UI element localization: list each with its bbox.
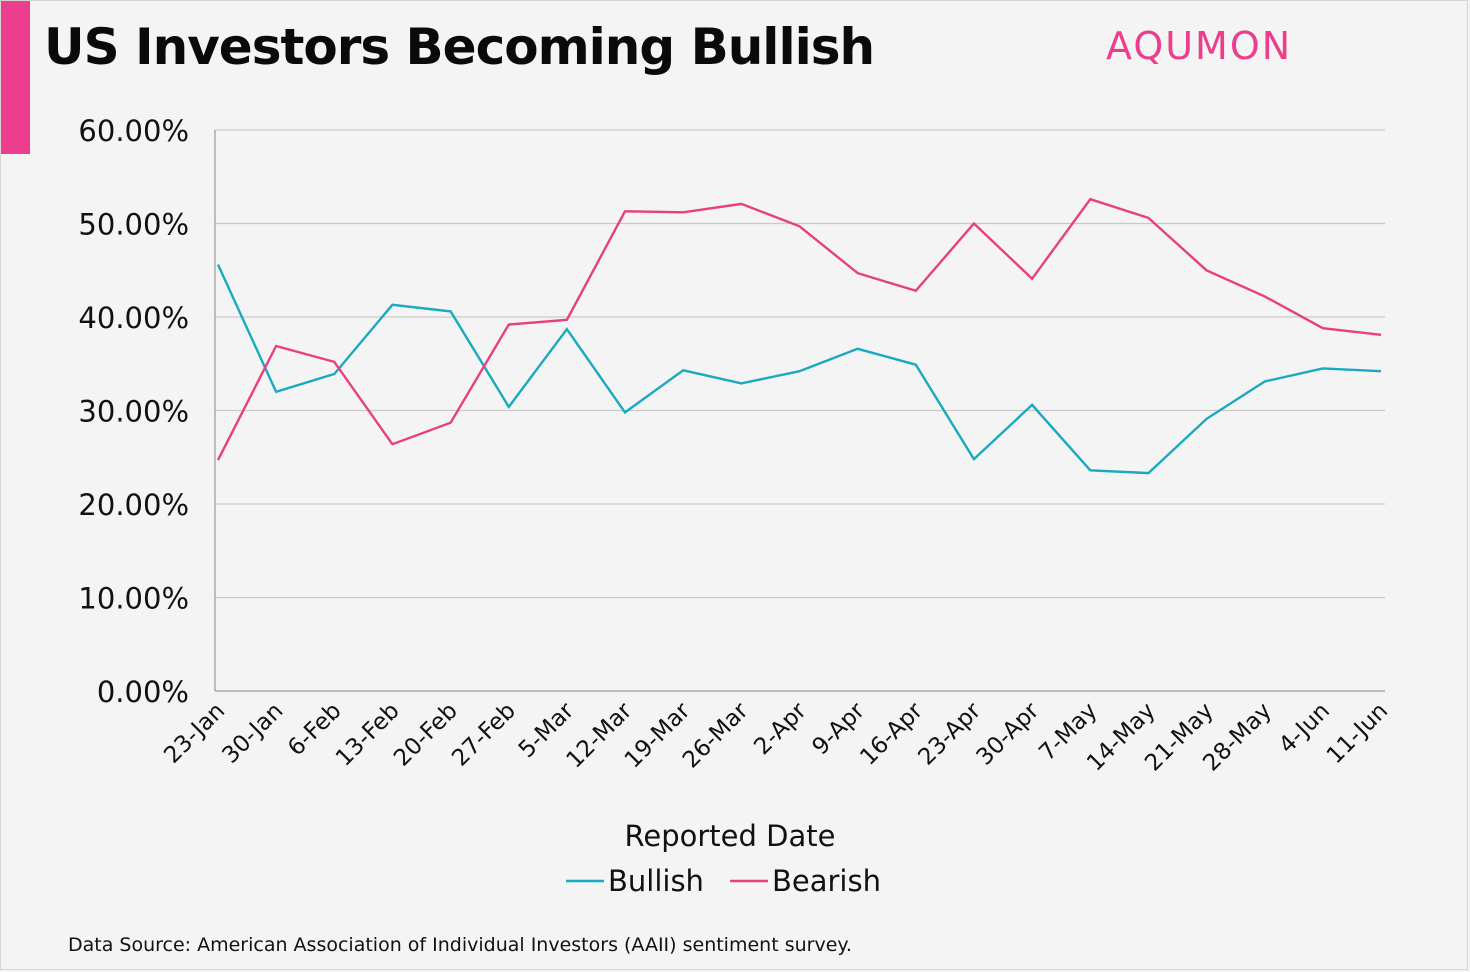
x-tick-label: 11-Jun [1322,698,1393,769]
x-tick-label: 30-Apr [972,697,1045,770]
y-axis-ticks: 0.00% 10.00% 20.00% 30.00% 40.00% 50.00% 60.00… [78,114,189,709]
data-source-note: Data Source: American Association of Ind… [68,934,852,956]
y-tick-label: 20.00% [78,488,189,522]
axes [214,130,1385,692]
series-line-bearish [216,197,1382,461]
x-axis-label: Reported Date [625,819,836,853]
accent-bar [0,0,30,154]
chart-title: US Investors Becoming Bullish [44,18,875,76]
y-tick-label: 10.00% [78,582,189,616]
brand-logo: AQUMON [1106,24,1293,68]
legend-label-bearish[interactable]: Bearish [772,864,881,898]
x-tick-label: 27-Feb [447,698,521,772]
series-line-bullish [216,264,1382,475]
x-tick-label: 26-Mar [678,697,754,773]
x-tick-label: 23-Apr [913,697,986,770]
x-axis-ticks: 23-Jan30-Jan6-Feb13-Feb20-Feb27-Feb5-Mar… [159,697,1393,776]
x-tick-label: 16-Apr [855,697,928,770]
x-tick-label: 30-Jan [217,698,288,769]
legend-label-bullish[interactable]: Bullish [608,864,704,898]
x-tick-label: 13-Feb [331,698,405,772]
y-tick-label: 50.00% [78,208,189,242]
gridlines [215,129,1385,599]
legend: Bullish Bearish [566,864,881,898]
y-tick-label: 60.00% [78,114,189,148]
series-lines [216,197,1382,475]
y-tick-label: 40.00% [78,301,189,335]
y-tick-label: 30.00% [78,395,189,429]
y-tick-label: 0.00% [97,675,189,709]
x-tick-label: 2-Apr [749,697,812,760]
x-tick-label: 20-Feb [389,698,463,772]
